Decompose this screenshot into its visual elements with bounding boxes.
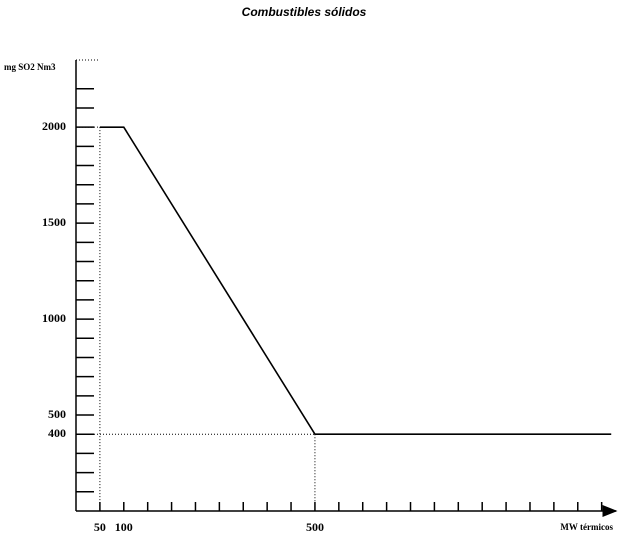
x-tick-label: 500 xyxy=(306,520,324,534)
y-tick-label: 2000 xyxy=(42,119,66,133)
y-tick-label: 1500 xyxy=(42,215,66,229)
x-tick-label: 50 xyxy=(94,520,106,534)
y-tick-label: 400 xyxy=(48,426,66,440)
y-tick-label: 500 xyxy=(48,407,66,421)
chart-title: Combustibles sólidos xyxy=(242,5,367,19)
x-axis-label: MW térmicos xyxy=(560,522,613,532)
x-tick-label: 100 xyxy=(115,520,133,534)
y-tick-label: 1000 xyxy=(42,311,66,325)
y-axis-label: mg SO2 Nm3 xyxy=(4,62,56,72)
data-line xyxy=(99,126,612,436)
